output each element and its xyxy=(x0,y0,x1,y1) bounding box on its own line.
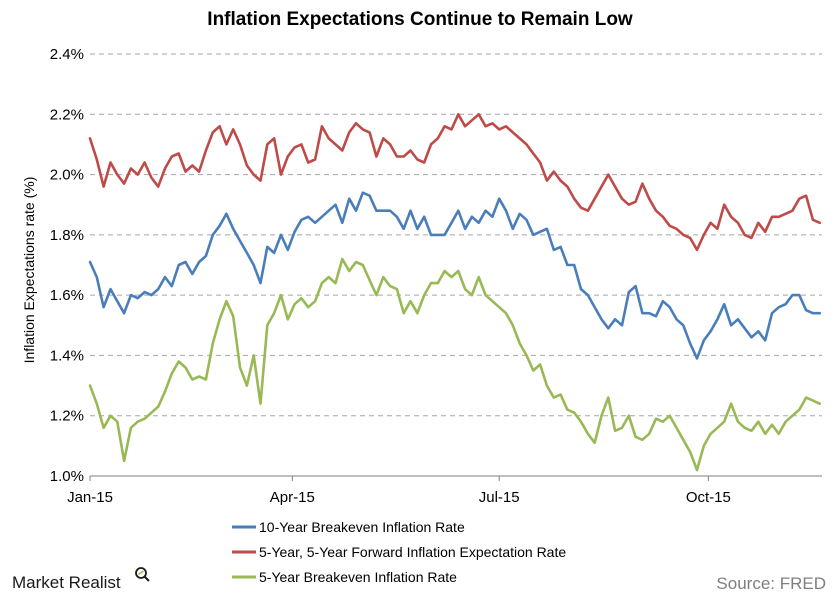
series-lines xyxy=(88,113,822,472)
y-tick-label: 2.0% xyxy=(50,167,84,184)
legend-entry: 5-Year, 5-Year Forward Inflation Expecta… xyxy=(259,544,566,560)
y-tick-label: 1.2% xyxy=(50,408,84,425)
y-tick-label: 2.4% xyxy=(50,46,84,63)
y-tick-label: 1.0% xyxy=(50,468,84,485)
x-tick-label: Oct-15 xyxy=(686,489,731,506)
chart-title: Inflation Expectations Continue to Remai… xyxy=(207,9,633,30)
series-line-3 xyxy=(88,257,822,472)
y-tick-label: 2.2% xyxy=(50,106,84,123)
y-tick-label: 1.8% xyxy=(50,227,84,244)
x-tick-label: Apr-15 xyxy=(270,489,315,506)
legend-entry: 10-Year Breakeven Inflation Rate xyxy=(259,519,465,535)
x-tick-label: Jul-15 xyxy=(479,489,520,506)
series-line-2 xyxy=(88,113,822,252)
x-axis-ticks: Jan-15 Apr-15 Jul-15 Oct-15 xyxy=(67,476,731,506)
source-note: Source: FRED xyxy=(716,574,826,593)
legend: 10-Year Breakeven Inflation Rate 5-Year, … xyxy=(232,519,566,585)
series-line-1 xyxy=(88,191,822,360)
gridlines xyxy=(90,53,822,417)
magnifier-icon xyxy=(135,567,150,582)
y-tick-label: 1.6% xyxy=(50,287,84,304)
y-axis-title: Inflation Expectations rate (%) xyxy=(21,177,37,364)
logo-text: Market Realist xyxy=(12,573,121,592)
legend-entry: 5-Year Breakeven Inflation Rate xyxy=(259,569,457,585)
y-tick-label: 1.4% xyxy=(50,347,84,364)
market-realist-logo: Market Realist xyxy=(12,567,150,592)
y-axis-ticks: 1.0% 1.2% 1.4% 1.6% 1.8% 2.0% 2.2% 2.4% xyxy=(50,46,84,485)
x-tick-label: Jan-15 xyxy=(67,489,113,506)
